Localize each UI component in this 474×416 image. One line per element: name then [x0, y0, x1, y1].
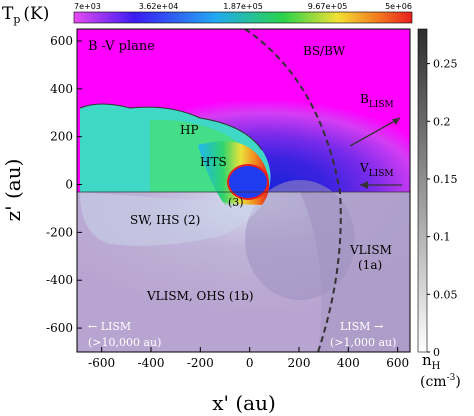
x-tick-label: 600 [386, 356, 409, 370]
sw-ihs-label: SW, IHS (2) [130, 213, 200, 227]
temperature-label: Tp (K) [2, 4, 49, 26]
hts-label: HTS [200, 155, 227, 169]
x-tick-label: 200 [288, 356, 311, 370]
x-tick-label: 0 [246, 356, 254, 370]
bs-bw-line [244, 29, 342, 352]
v-lism-label: VLISM [359, 161, 394, 179]
x-axis: -600 -400 -200 0 200 400 600 [88, 347, 409, 370]
b-lism-sub: LISM [369, 100, 394, 110]
temperature-tick-label: 5e+06 [385, 2, 412, 11]
density-tick-label: 0.15 [433, 173, 458, 186]
density-enhancement [245, 180, 355, 300]
temperature-ticks: 7e+03 3.62e+04 1.87e+05 9.67e+05 5e+06 [74, 2, 412, 11]
temperature-colorbar [73, 11, 413, 24]
temperature-tick-label: 7e+03 [74, 2, 101, 11]
y-tick-label: 0 [65, 178, 73, 192]
vlism-ohs-label: VLISM, OHS (1b) [146, 289, 254, 303]
x-tick-label: -600 [88, 356, 115, 370]
temperature-subscript: p [13, 13, 20, 26]
b-lism-label: BLISM [360, 92, 394, 110]
vlism-1a-label: VLISM [349, 243, 392, 257]
density-colorbar [417, 28, 428, 353]
v-lism-main: V [359, 161, 369, 175]
heliopause-line [79, 103, 263, 151]
y-tick-label: 400 [50, 82, 73, 96]
lism-right-sub: (>1,000 au) [330, 336, 396, 349]
lism-right-label: LISM → [340, 320, 383, 333]
temperature-symbol: T [2, 4, 14, 24]
v-lism-arrowhead [360, 181, 368, 189]
x-axis-label: x' (au) [212, 391, 276, 415]
hp-label: HP [180, 123, 199, 137]
b-lism-main: B [360, 92, 369, 106]
temperature-tick-label: 1.87e+05 [223, 2, 263, 11]
temperature-tick-label: 3.62e+04 [139, 2, 179, 11]
density-unit-exp: -3 [447, 373, 456, 383]
y-tick-label: -200 [46, 225, 73, 239]
v-lism-sub: LISM [369, 169, 394, 179]
x-tick-label: -400 [138, 356, 165, 370]
lism-left-label: ← LISM [88, 320, 131, 333]
y-tick-label: -400 [46, 273, 73, 287]
density-tick-label: 0.2 [433, 115, 451, 128]
plane-label: B -V plane [88, 39, 155, 54]
supersonic-wind-region [227, 164, 269, 200]
density-ticks: 0 0.05 0.1 0.15 0.2 0.25 [427, 58, 458, 359]
x-tick-label: -200 [187, 356, 214, 370]
ihs-lower-region [80, 192, 262, 246]
density-tick-label: 0 [433, 346, 440, 359]
density-unit-open: (cm [420, 374, 447, 390]
density-subscript: H [432, 361, 441, 372]
density-label: nH [422, 351, 441, 372]
vlism-1a-sub: (1a) [358, 258, 382, 272]
b-lism-arrow [349, 117, 401, 147]
x-tick-label: 400 [337, 356, 360, 370]
density-tick-label: 0.05 [433, 288, 458, 301]
density-tick-label: 0.1 [433, 231, 451, 244]
density-unit-close: ) [455, 374, 460, 390]
region3-label: (3) [228, 196, 244, 209]
density-symbol: n [422, 351, 432, 369]
temperature-tick-label: 9.67e+05 [308, 2, 348, 11]
plot-frame [76, 28, 411, 353]
bs-bw-label: BS/BW [303, 44, 346, 58]
b-lism-arrowhead [392, 118, 400, 125]
density-tick-label: 0.25 [433, 58, 458, 71]
density-unit: (cm-3) [420, 373, 461, 390]
lism-left-sub: (>10,000 au) [88, 336, 161, 349]
y-tick-label: 600 [50, 34, 73, 48]
temperature-unit: (K) [23, 4, 49, 24]
y-tick-label: -600 [46, 321, 73, 335]
plot-area: B -V plane BS/BW HP HTS (3) SW, IHS (2) … [77, 29, 410, 352]
y-axis: -600 -400 -200 0 200 400 600 [46, 34, 82, 335]
y-tick-label: 200 [50, 130, 73, 144]
y-axis-label: z' (au) [1, 159, 25, 222]
